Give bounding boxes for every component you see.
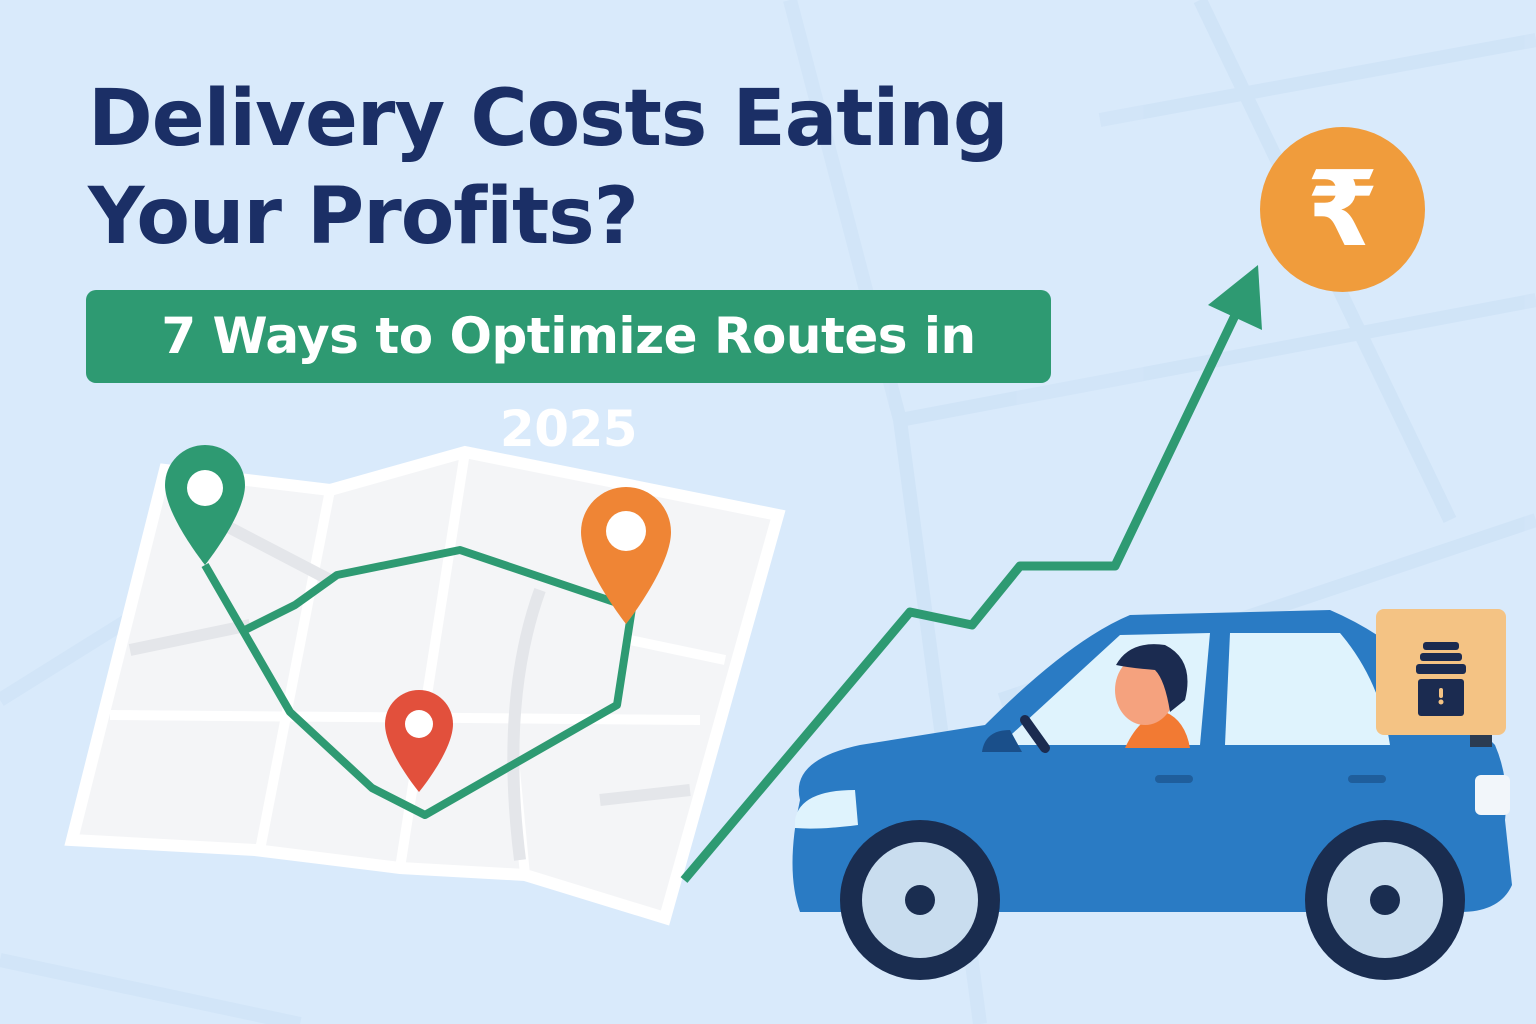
route-line bbox=[201, 546, 636, 819]
map-pin-icon bbox=[165, 445, 245, 565]
subtitle-banner: 7 Ways to Optimize Routes in 2025 bbox=[86, 290, 1051, 458]
title-line-2: Your Profits? bbox=[88, 172, 639, 262]
title-line-1: Delivery Costs Eating bbox=[88, 74, 1009, 164]
rupee-coin-icon: ₹ bbox=[1260, 127, 1425, 292]
growth-arrow-icon bbox=[680, 265, 1262, 883]
delivery-car-icon bbox=[792, 610, 1512, 980]
map-pin-icon bbox=[581, 487, 671, 624]
map-pin-icon bbox=[385, 690, 453, 792]
package-box-icon bbox=[1376, 609, 1506, 747]
driver-icon bbox=[1020, 644, 1190, 753]
page-title: Delivery Costs Eating Your Profits? bbox=[88, 70, 1009, 266]
